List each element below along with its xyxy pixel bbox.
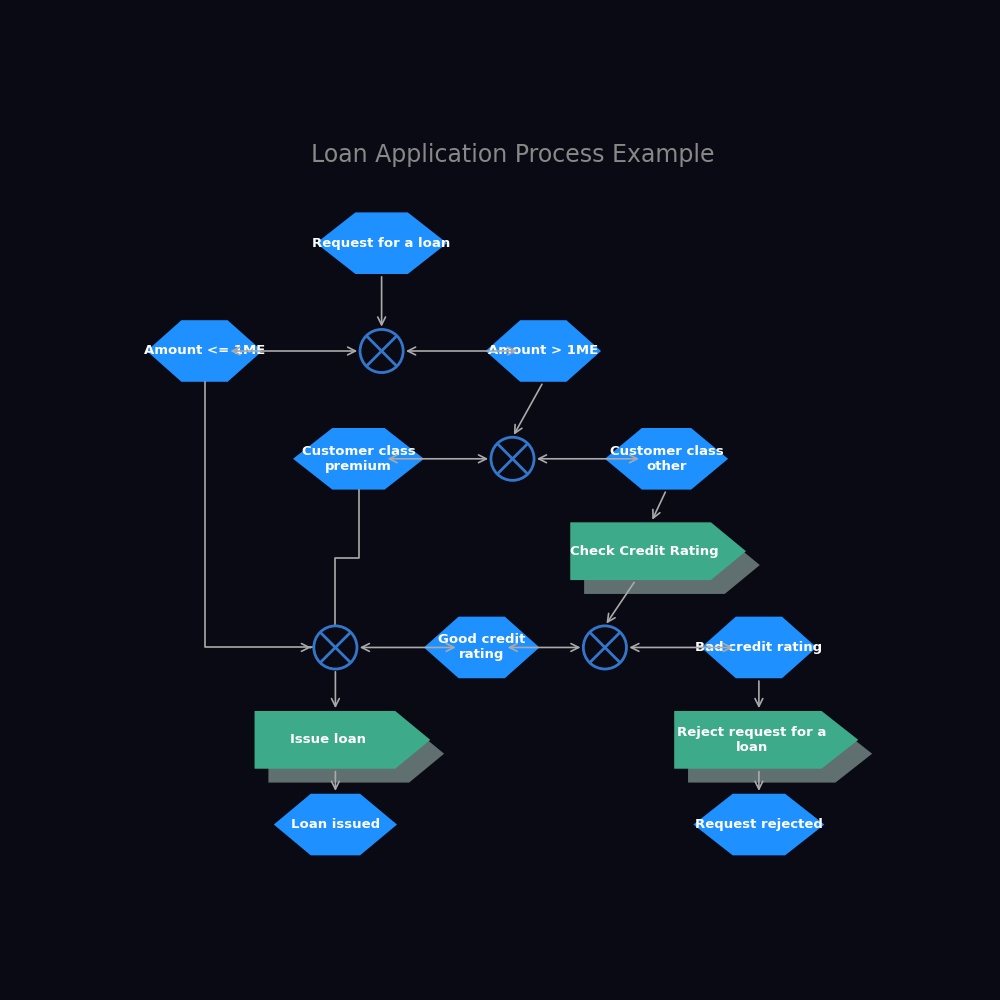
Text: Request for a loan: Request for a loan <box>312 237 451 250</box>
Text: Customer class
other: Customer class other <box>610 445 723 473</box>
Polygon shape <box>147 320 262 382</box>
Text: Loan issued: Loan issued <box>291 818 380 831</box>
Polygon shape <box>570 522 746 580</box>
Polygon shape <box>584 536 760 594</box>
Ellipse shape <box>360 329 403 373</box>
Text: Customer class
premium: Customer class premium <box>302 445 415 473</box>
Polygon shape <box>316 212 447 274</box>
Polygon shape <box>688 725 872 783</box>
Polygon shape <box>255 711 430 769</box>
Ellipse shape <box>583 626 626 669</box>
Polygon shape <box>293 428 424 490</box>
Text: Check Credit Rating: Check Credit Rating <box>570 545 718 558</box>
Text: Request rejected: Request rejected <box>695 818 823 831</box>
Polygon shape <box>605 428 728 490</box>
Polygon shape <box>674 711 858 769</box>
Polygon shape <box>486 320 601 382</box>
Polygon shape <box>268 725 444 783</box>
Ellipse shape <box>314 626 357 669</box>
Text: Good credit
rating: Good credit rating <box>438 633 525 661</box>
Polygon shape <box>701 617 817 678</box>
Polygon shape <box>274 794 397 855</box>
Polygon shape <box>424 617 539 678</box>
Text: Issue loan: Issue loan <box>290 733 366 746</box>
Text: Amount <= 1ME: Amount <= 1ME <box>144 344 265 358</box>
Text: Bad credit rating: Bad credit rating <box>695 641 822 654</box>
Text: Loan Application Process Example: Loan Application Process Example <box>311 143 714 167</box>
Text: Amount > 1ME: Amount > 1ME <box>488 344 598 358</box>
Text: Reject request for a
loan: Reject request for a loan <box>677 726 826 754</box>
Polygon shape <box>693 794 824 855</box>
Ellipse shape <box>491 437 534 480</box>
